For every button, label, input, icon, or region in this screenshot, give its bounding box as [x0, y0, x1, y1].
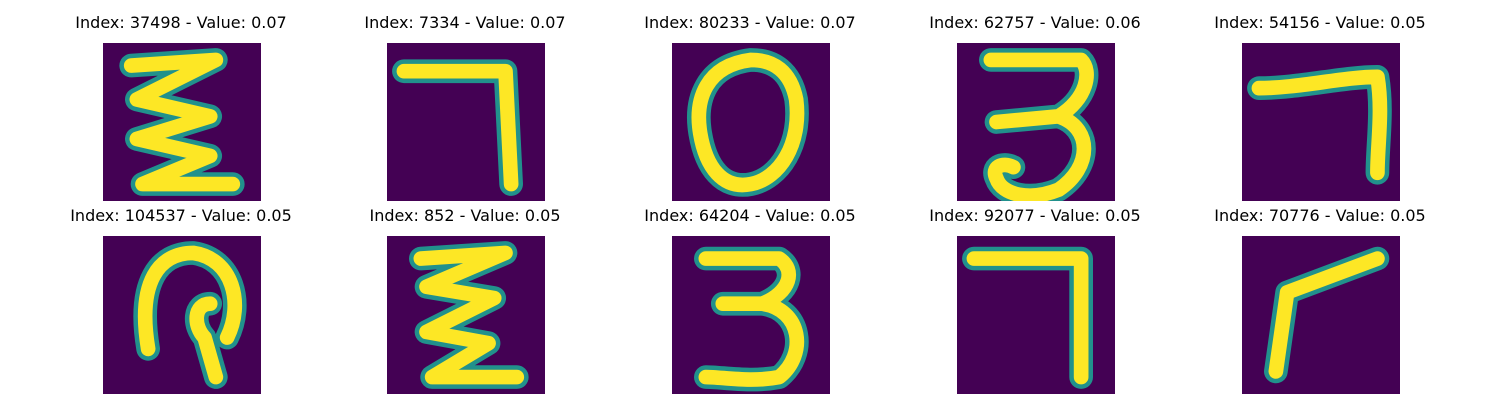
- digit-image: [957, 236, 1115, 394]
- stroke-core: [983, 52, 1094, 201]
- image-panel: Index: 80233 - Value: 0.07: [620, 10, 880, 201]
- panel-title: Index: 7334 - Value: 0.07: [364, 13, 566, 32]
- panel-title: Index: 70776 - Value: 0.05: [1214, 206, 1426, 225]
- panel-title: Index: 62757 - Value: 0.06: [929, 13, 1141, 32]
- digit-glyph: [387, 43, 545, 201]
- digit-image: [957, 43, 1115, 201]
- digit-glyph: [387, 236, 545, 394]
- digit-glyph: [672, 236, 830, 394]
- panel-title: Index: 54156 - Value: 0.05: [1214, 13, 1426, 32]
- digit-glyph: [957, 43, 1115, 201]
- digit-glyph: [1242, 236, 1400, 394]
- stroke-core: [1251, 69, 1388, 181]
- digit-image: [103, 236, 261, 394]
- digit-glyph: [103, 236, 261, 394]
- panel-title: Index: 92077 - Value: 0.05: [929, 206, 1141, 225]
- image-panel: Index: 70776 - Value: 0.05: [1190, 203, 1450, 394]
- panel-title: Index: 80233 - Value: 0.07: [644, 13, 856, 32]
- digit-glyph: [103, 43, 261, 201]
- digit-glyph: [1242, 43, 1400, 201]
- image-panel: Index: 7334 - Value: 0.07: [335, 10, 595, 201]
- image-panel: Index: 92077 - Value: 0.05: [905, 203, 1165, 394]
- digit-image: [1242, 43, 1400, 201]
- stroke-core: [123, 52, 241, 192]
- stroke-core: [698, 251, 805, 387]
- digit-glyph: [672, 43, 830, 201]
- image-panel: Index: 62757 - Value: 0.06: [905, 10, 1165, 201]
- digit-image: [103, 43, 261, 201]
- stroke-core: [413, 245, 525, 385]
- panel-title: Index: 104537 - Value: 0.05: [70, 206, 292, 225]
- digit-image: [387, 236, 545, 394]
- stroke-core: [396, 63, 519, 192]
- panel-title: Index: 64204 - Value: 0.05: [644, 206, 856, 225]
- stroke-core: [966, 251, 1089, 385]
- stroke-core: [137, 245, 243, 385]
- digit-image: [1242, 236, 1400, 394]
- digit-image: [672, 43, 830, 201]
- image-panel: Index: 54156 - Value: 0.05: [1190, 10, 1450, 201]
- image-panel: Index: 37498 - Value: 0.07: [51, 10, 311, 201]
- panel-title: Index: 852 - Value: 0.05: [369, 206, 561, 225]
- image-panel: Index: 64204 - Value: 0.05: [620, 203, 880, 394]
- digit-image: [387, 43, 545, 201]
- image-panel: Index: 852 - Value: 0.05: [335, 203, 595, 394]
- digit-glyph: [957, 236, 1115, 394]
- image-panel: Index: 104537 - Value: 0.05: [51, 203, 311, 394]
- stroke-core: [1268, 251, 1385, 379]
- stroke-core: [691, 52, 805, 193]
- digit-image: [672, 236, 830, 394]
- panel-title: Index: 37498 - Value: 0.07: [75, 13, 287, 32]
